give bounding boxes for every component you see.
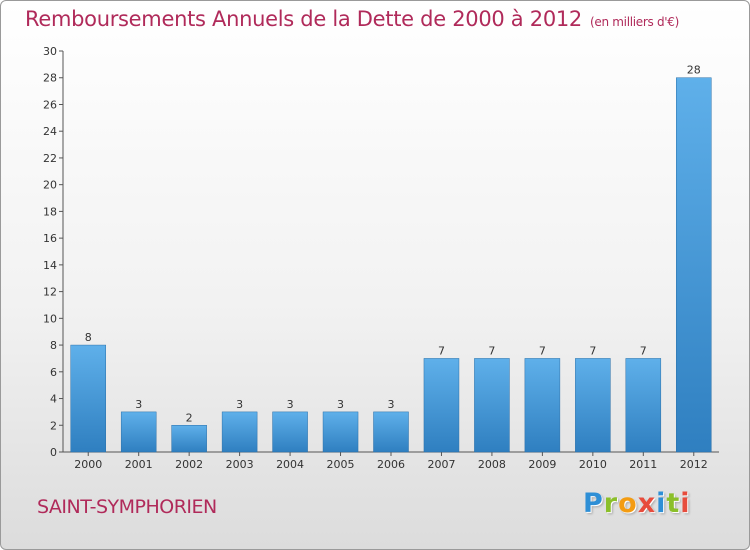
- bars: 8 3 2 3 3 3 3 7 7 7 7 7 28: [70, 64, 712, 453]
- y-tick-label: 26: [43, 98, 57, 111]
- y-tick-label: 16: [43, 232, 57, 245]
- bar-2004: [272, 411, 308, 453]
- data-label-2012: 28: [687, 64, 701, 77]
- logo-letter: x: [637, 488, 657, 519]
- y-tick-label: 6: [50, 366, 57, 379]
- logo-letter: r: [603, 488, 619, 519]
- logo-letter: o: [618, 488, 638, 519]
- data-label-2009: 7: [539, 344, 546, 357]
- data-label-2001: 3: [135, 398, 142, 411]
- bar-2006: [373, 411, 409, 453]
- y-tick-label: 0: [50, 446, 57, 459]
- y-tick-label: 14: [43, 259, 57, 272]
- data-label-2003: 3: [236, 398, 243, 411]
- data-label-2004: 3: [287, 398, 294, 411]
- x-tick-label-2004: 2004: [276, 458, 304, 471]
- y-tick-label: 28: [43, 72, 57, 85]
- bar-2003: [221, 411, 258, 453]
- logo-letter: t: [666, 488, 681, 519]
- x-tick-label-2008: 2008: [478, 458, 506, 471]
- logo-letter: i: [656, 488, 667, 519]
- city-name: SAINT-SYMPHORIEN: [37, 496, 217, 518]
- data-label-2008: 7: [488, 344, 495, 357]
- y-tick-label: 24: [43, 125, 57, 138]
- chart-title-text: Remboursements Annuels de la Dette de 20…: [25, 7, 582, 31]
- bar-2005: [322, 411, 359, 453]
- y-tick-label: 2: [50, 419, 57, 432]
- x-tick-label-2001: 2001: [125, 458, 153, 471]
- x-tick-label-2009: 2009: [528, 458, 556, 471]
- x-tick-label-2007: 2007: [427, 458, 455, 471]
- bar-2009: [524, 358, 561, 453]
- proxiti-logo: Proxiti: [583, 488, 691, 519]
- logo-letter: i: [680, 488, 691, 519]
- bar-2010: [575, 358, 611, 453]
- x-tick-label-2011: 2011: [629, 458, 657, 471]
- x-tick-label-2012: 2012: [680, 458, 708, 471]
- y-tick-label: 4: [50, 393, 57, 406]
- x-tick-label-2006: 2006: [377, 458, 405, 471]
- chart-subtitle: (en milliers d'€): [590, 15, 680, 29]
- chart-title: Remboursements Annuels de la Dette de 20…: [25, 7, 679, 31]
- data-label-2011: 7: [640, 344, 647, 357]
- y-tick-label: 10: [43, 312, 57, 325]
- bar-2001: [120, 411, 157, 453]
- x-tick-label-2005: 2005: [327, 458, 355, 471]
- x-tick-label-2003: 2003: [226, 458, 254, 471]
- data-label-2006: 3: [388, 398, 395, 411]
- bar-2008: [474, 358, 510, 453]
- data-label-2002: 2: [186, 411, 193, 424]
- x-tick-label-2000: 2000: [74, 458, 102, 471]
- data-label-2010: 7: [589, 344, 596, 357]
- data-label-2007: 7: [438, 344, 445, 357]
- bar-2012: [676, 77, 712, 453]
- data-label-2005: 3: [337, 398, 344, 411]
- y-tick-label: 12: [43, 286, 57, 299]
- bar-2000: [70, 344, 106, 453]
- logo-letter: P: [583, 488, 604, 519]
- y-tick-label: 22: [43, 152, 57, 165]
- y-tick-label: 20: [43, 179, 57, 192]
- bar-2007: [423, 358, 460, 453]
- data-label-2000: 8: [85, 331, 92, 344]
- bar-2002: [171, 425, 207, 453]
- y-tick-label: 8: [50, 339, 57, 352]
- y-tick-label: 18: [43, 205, 57, 218]
- y-tick-label: 30: [43, 45, 57, 58]
- bar-2011: [625, 358, 662, 453]
- x-tick-label-2002: 2002: [175, 458, 203, 471]
- x-tick-label-2010: 2010: [579, 458, 607, 471]
